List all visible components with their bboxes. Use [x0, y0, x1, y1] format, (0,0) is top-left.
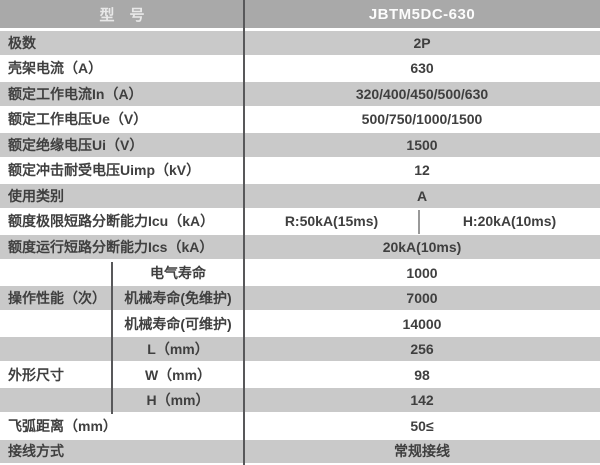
row-dimension-l: L（mm） 256: [0, 337, 600, 361]
row-label: 额定绝缘电压Ui（V）: [8, 136, 144, 153]
sub-label: H（mm）: [146, 392, 210, 409]
row-label: 额度运行短路分断能力Ics（kA）: [8, 239, 214, 256]
group-label-overall-dimensions: 外形尺寸: [8, 366, 64, 383]
column-divider-main: [243, 0, 245, 465]
sub-label: 机械寿命(可维护): [124, 315, 232, 332]
row-label: 使用类别: [8, 187, 64, 204]
row-value: 320/400/450/500/630: [355, 85, 489, 102]
row-value: 50≤: [410, 417, 434, 434]
row-label: 壳架电流（A）: [8, 60, 103, 77]
row-value: 7000: [406, 290, 438, 307]
row-value: A: [416, 187, 428, 204]
row-wiring-method: 接线方式 常规接线: [0, 439, 600, 464]
sub-label: 机械寿命(免维护): [124, 290, 232, 307]
row-mechanical-life-maintenance-free: 操作性能（次） 机械寿命(免维护) 7000: [0, 286, 600, 310]
row-value: 2P: [413, 34, 431, 51]
row-electrical-life: 电气寿命 1000: [0, 261, 600, 285]
row-value: 12: [414, 162, 430, 179]
row-utilization-category: 使用类别 A: [0, 184, 600, 208]
group-label-operating-performance: 操作性能（次）: [8, 290, 106, 307]
row-label: 额定冲击耐受电压Uimp（kV）: [8, 162, 201, 179]
row-value: 14000: [402, 315, 442, 332]
sub-label: W（mm）: [144, 366, 212, 383]
icu-value-h: H:20kA(10ms): [462, 213, 557, 230]
row-value: 常规接线: [394, 443, 450, 460]
row-value: 256: [410, 341, 434, 358]
row-mechanical-life-maintainable: 机械寿命(可维护) 14000: [0, 312, 600, 336]
row-label: 飞弧距离（mm）: [8, 417, 117, 434]
row-value: 1000: [406, 264, 438, 281]
row-frame-current: 壳架电流（A） 630: [0, 57, 600, 81]
row-value: 98: [414, 366, 430, 383]
row-arcing-distance: 飞弧距离（mm） 50≤: [0, 414, 600, 438]
row-label: 额定工作电流In（A）: [8, 85, 143, 102]
sub-label: 电气寿命: [150, 264, 206, 281]
row-dimension-h: H（mm） 142: [0, 388, 600, 412]
sub-label: L（mm）: [147, 341, 209, 358]
row-label: 额定工作电压Ue（V）: [8, 111, 148, 128]
row-label: 额度极限短路分断能力Icu（kA）: [8, 213, 215, 230]
model-number: JBTM5DC-630: [368, 5, 476, 23]
row-rated-working-current: 额定工作电流In（A） 320/400/450/500/630: [0, 82, 600, 106]
row-value: 500/750/1000/1500: [361, 111, 483, 128]
row-dimension-w: 外形尺寸 W（mm） 98: [0, 363, 600, 387]
row-rated-insulation-voltage: 额定绝缘电压Ui（V） 1500: [0, 133, 600, 157]
row-value: 142: [410, 392, 434, 409]
row-icu: 额度极限短路分断能力Icu（kA） R:50kA(15ms) H:20kA(10…: [0, 210, 600, 234]
icu-value-r: R:50kA(15ms): [284, 213, 379, 230]
model-header-label: 型 号: [99, 6, 145, 24]
row-value: 1500: [406, 136, 438, 153]
row-rated-working-voltage: 额定工作电压Ue（V） 500/750/1000/1500: [0, 108, 600, 132]
row-value: 630: [410, 60, 434, 77]
column-divider-icu: [418, 210, 420, 234]
column-divider-subgroup: [111, 262, 113, 414]
row-rated-impulse-voltage: 额定冲击耐受电压Uimp（kV） 12: [0, 159, 600, 183]
row-ics: 额度运行短路分断能力Ics（kA） 20kA(10ms): [0, 235, 600, 259]
row-label: 接线方式: [8, 443, 64, 460]
table-header-row: 型 号 JBTM5DC-630: [0, 0, 600, 28]
row-poles: 极数 2P: [0, 31, 600, 55]
row-label: 极数: [8, 34, 36, 51]
row-value: 20kA(10ms): [382, 239, 462, 256]
